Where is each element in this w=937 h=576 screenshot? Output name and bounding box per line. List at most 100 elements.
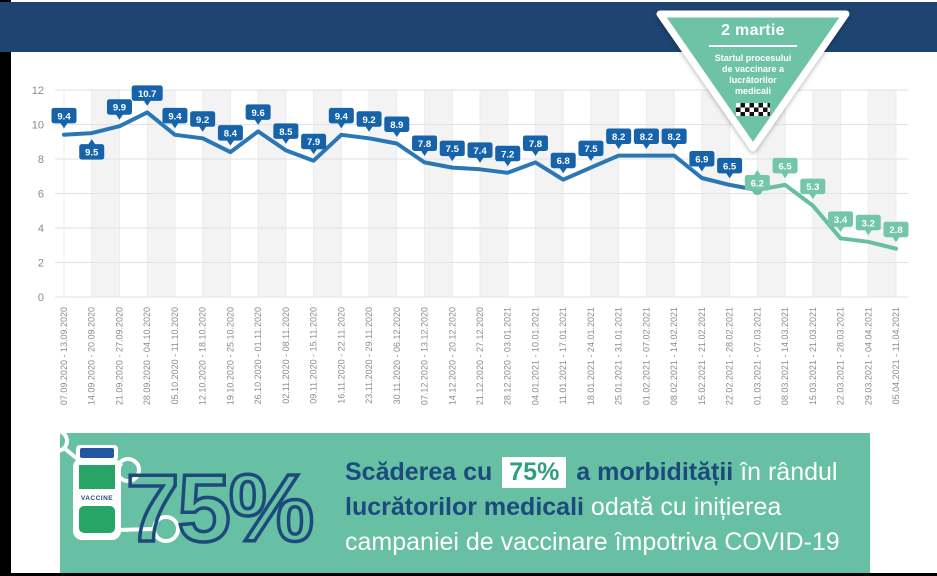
label-box xyxy=(356,111,382,127)
y-axis-tick-label: 12 xyxy=(32,85,44,97)
left-border xyxy=(0,0,11,576)
data-point-label: 8.9 xyxy=(384,116,410,137)
banner-text-line: campaniei de vaccinare împotriva COVID-1… xyxy=(345,525,905,560)
annotation-text-line: medicali xyxy=(734,86,772,96)
label-value: 8.2 xyxy=(668,132,681,143)
label-pointer xyxy=(226,139,235,146)
label-box xyxy=(467,142,493,158)
label-pointer xyxy=(864,229,873,236)
label-pointer xyxy=(60,122,68,129)
x-axis-tick-label: 19.10.2020 - 25.10.2020 xyxy=(225,307,235,405)
data-point-label: 3.2 xyxy=(855,214,881,236)
label-value: 8.5 xyxy=(279,127,293,138)
label-pointer xyxy=(531,149,540,156)
label-pointer xyxy=(143,99,152,106)
label-pointer xyxy=(725,172,734,179)
data-point-label: 8.4 xyxy=(217,125,243,146)
bottom-border xyxy=(0,573,937,576)
label-box xyxy=(689,150,715,167)
label-value: 6.9 xyxy=(695,154,708,165)
label-box xyxy=(412,135,438,151)
annotation-triangle-icon xyxy=(656,10,850,152)
label-box xyxy=(328,107,354,124)
label-value: 7.5 xyxy=(584,144,598,155)
x-axis-tick-label: 08.02.2021 - 14.02.2021 xyxy=(669,307,679,405)
y-axis-tick-label: 4 xyxy=(38,223,44,235)
label-value: 7.5 xyxy=(446,144,460,155)
checkered-flag-icon xyxy=(736,103,770,116)
label-box xyxy=(606,128,632,145)
data-point-label: 10.7 xyxy=(131,85,163,106)
x-axis-tick-label: 07.09.2020 - 13.09.2020 xyxy=(59,307,69,405)
x-axis-tick-label: 15.02.2021 - 21.02.2021 xyxy=(697,307,707,405)
annotation-text-line: lucrătorilor xyxy=(729,75,777,85)
label-value: 6.5 xyxy=(778,161,792,172)
x-axis-tick-label: 01.02.2021 - 07.02.2021 xyxy=(641,307,651,405)
annotation-text-line: de vaccinare a xyxy=(721,64,785,74)
data-point-label: 7.8 xyxy=(522,135,548,156)
label-value: 3.4 xyxy=(834,215,848,226)
x-axis-tick-label: 22.03.2021 - 28.03.2021 xyxy=(836,307,846,405)
label-box xyxy=(550,152,576,169)
annotation-text-line: Startul procesului xyxy=(714,53,792,63)
banner-text-segment: lucrătorilor medicali xyxy=(345,493,584,521)
label-value: 9.6 xyxy=(252,108,265,119)
y-axis-tick-label: 6 xyxy=(38,189,44,201)
summary-banner xyxy=(60,433,870,573)
label-value: 9.9 xyxy=(113,103,126,114)
x-axis-tick-label: 11.01.2021 - 17.01.2021 xyxy=(558,307,568,404)
label-pointer xyxy=(503,160,512,167)
label-value: 3.2 xyxy=(862,218,875,229)
label-pointer xyxy=(254,118,263,125)
label-pointer xyxy=(586,155,595,162)
label-box xyxy=(190,111,216,127)
label-box xyxy=(301,133,327,150)
label-value: 2.8 xyxy=(889,225,902,236)
y-axis-tick-label: 8 xyxy=(38,154,44,166)
data-point-label: 7.2 xyxy=(495,145,521,167)
series-line-after-vaccination xyxy=(755,182,898,251)
label-pointer xyxy=(115,113,124,120)
data-point-label: 6.5 xyxy=(772,157,798,179)
data-point-label: 5.3 xyxy=(800,178,826,200)
label-box xyxy=(131,85,163,101)
data-point-label: 7.4 xyxy=(467,142,493,163)
data-point-label: 9.4 xyxy=(51,107,77,129)
label-box xyxy=(51,107,77,124)
x-axis-tick-label: 14.09.2020 - 20.09.2020 xyxy=(87,307,97,405)
data-point-label: 6.8 xyxy=(550,152,576,174)
data-point-label: 7.5 xyxy=(439,140,465,162)
x-axis-tick-label: 28.09.2020 - 04.10.2020 xyxy=(142,307,152,405)
data-point-label: 6.9 xyxy=(689,150,715,172)
x-axis-tick-label: 08.03.2021 - 14.03.2021 xyxy=(780,307,790,405)
label-box xyxy=(106,99,132,115)
x-axis-tick-label: 16.11.2020 - 22.11.2020 xyxy=(336,307,346,404)
label-value: 9.2 xyxy=(196,115,209,126)
label-value: 8.9 xyxy=(390,120,403,131)
x-axis-tick-label: 26.10.2020 - 01.11.2020 xyxy=(253,307,263,404)
y-axis-tick-label: 2 xyxy=(38,258,44,270)
data-point-label: 9.4 xyxy=(162,107,188,129)
label-value: 9.5 xyxy=(85,148,99,159)
label-value: 7.4 xyxy=(473,146,487,157)
label-box xyxy=(439,140,465,157)
label-value: 9.4 xyxy=(57,111,71,122)
label-value: 8.2 xyxy=(612,132,625,143)
label-pointer xyxy=(281,137,290,144)
x-axis-tick-label: 30.11.2020 - 06.12.2020 xyxy=(392,307,402,404)
label-pointer xyxy=(836,225,845,232)
x-axis-tick-label: 18.01.2021 - 24.01.2021 xyxy=(586,307,596,405)
annotation-divider xyxy=(709,45,797,47)
y-axis-tick-label: 0 xyxy=(38,292,44,304)
label-pointer xyxy=(337,122,346,129)
x-axis-tick-label: 09.11.2020 - 15.11.2020 xyxy=(309,307,319,404)
label-box xyxy=(245,104,271,120)
label-value: 5.3 xyxy=(806,182,819,193)
data-point-label: 3.4 xyxy=(828,211,854,232)
banner-text: Scăderea cu 75% a morbidității în rândul… xyxy=(345,455,905,560)
label-box xyxy=(828,211,854,227)
data-point-label: 6.2 xyxy=(744,170,770,191)
data-point-label: 8.2 xyxy=(606,128,632,150)
banner-text-segment: în rândul xyxy=(733,458,838,486)
x-axis-tick-label: 22.02.2021 - 28.02.2021 xyxy=(725,307,735,405)
